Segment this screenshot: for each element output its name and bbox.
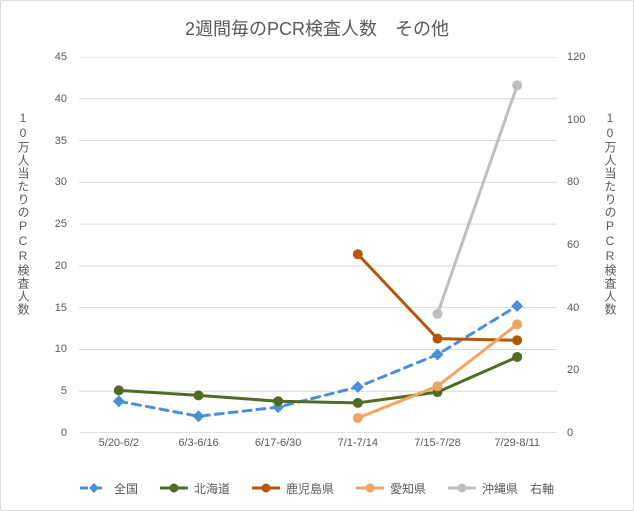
legend-label: 北海道 — [194, 480, 230, 497]
legend-item: 沖縄県 右軸 — [448, 480, 554, 497]
legend-item: 全国 — [80, 480, 138, 497]
legend-swatch — [356, 481, 384, 495]
x-tick-label: 5/20-6/2 — [99, 437, 139, 449]
legend-item: 北海道 — [160, 480, 230, 497]
legend-swatch — [252, 481, 280, 495]
y-left-tick: 15 — [27, 302, 67, 314]
y-left-tick: 35 — [27, 135, 67, 147]
legend-item: 愛知県 — [356, 480, 426, 497]
y-right-tick: 20 — [567, 364, 607, 376]
y-axis-right-ticks: 020406080100120 — [559, 57, 633, 433]
y-right-tick: 60 — [567, 239, 607, 251]
legend-swatch — [80, 481, 108, 495]
y-left-tick: 30 — [27, 176, 67, 188]
y-left-tick: 45 — [27, 51, 67, 63]
legend-swatch — [160, 481, 188, 495]
y-left-tick: 0 — [27, 427, 67, 439]
x-tick-label: 6/3-6/16 — [178, 437, 218, 449]
x-tick-label: 7/15-7/28 — [414, 437, 460, 449]
legend-label: 愛知県 — [390, 480, 426, 497]
y-right-tick: 120 — [567, 51, 607, 63]
x-tick-label: 7/1-7/14 — [338, 437, 378, 449]
legend-item: 鹿児島県 — [252, 480, 334, 497]
y-right-tick: 100 — [567, 114, 607, 126]
legend-swatch — [448, 481, 476, 495]
y-right-tick: 40 — [567, 302, 607, 314]
y-left-tick: 5 — [27, 385, 67, 397]
chart-title: 2週間毎のPCR検査人数 その他 — [1, 15, 633, 41]
y-right-tick: 0 — [567, 427, 607, 439]
y-axis-left-ticks: 051015202530354045 — [1, 57, 75, 433]
legend-label: 全国 — [114, 480, 138, 497]
x-axis-labels: 5/20-6/2 6/3-6/16 6/17-6/30 7/1-7/14 7/15-7/… — [79, 437, 557, 455]
plot-svg — [79, 57, 557, 433]
y-left-tick: 40 — [27, 93, 67, 105]
legend-label: 鹿児島県 — [286, 480, 334, 497]
x-tick-label: 6/17-6/30 — [255, 437, 301, 449]
legend: 全国 北海道 鹿児島県 愛知県 沖縄県 右軸 — [1, 474, 633, 502]
plot-area — [79, 57, 557, 433]
y-left-tick: 20 — [27, 260, 67, 272]
x-tick-label: 7/29-8/11 — [494, 437, 540, 449]
y-left-tick: 10 — [27, 343, 67, 355]
y-right-tick: 80 — [567, 176, 607, 188]
y-left-tick: 25 — [27, 218, 67, 230]
chart-card: 2週間毎のPCR検査人数 その他 10万人当たりのPCR検査人数 10万人当たり… — [0, 0, 634, 511]
legend-label: 沖縄県 右軸 — [482, 480, 554, 497]
